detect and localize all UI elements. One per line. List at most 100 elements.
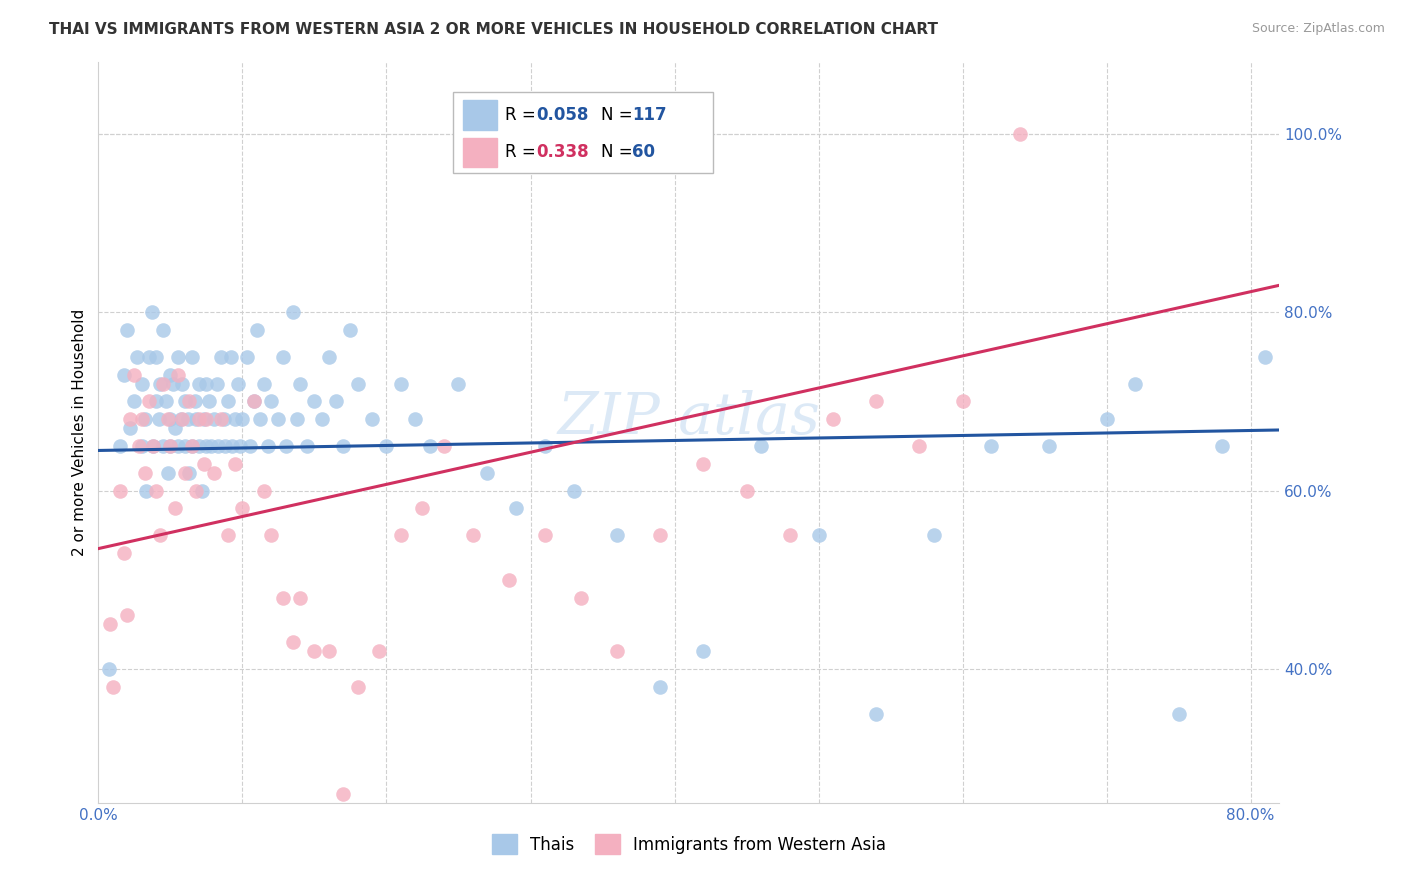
Text: 117: 117 [633, 106, 666, 124]
Point [156, 412, 179, 426]
Point [120, 421, 142, 435]
Point [318, 350, 340, 364]
Text: 60: 60 [633, 143, 655, 161]
Point [217, 528, 239, 542]
Point [692, 644, 714, 658]
Point [267, 412, 290, 426]
Text: 0.058: 0.058 [536, 106, 588, 124]
Point [865, 394, 887, 409]
Point [120, 412, 142, 426]
Point [184, 394, 207, 409]
Point [202, 466, 225, 480]
Point [173, 439, 195, 453]
Point [193, 412, 215, 426]
Point [498, 573, 520, 587]
Point [152, 323, 174, 337]
Point [404, 412, 426, 426]
Point [389, 528, 412, 542]
Point [170, 412, 193, 426]
Point [173, 466, 195, 480]
Point [219, 350, 242, 364]
Point [209, 350, 232, 364]
Point [131, 376, 153, 391]
Y-axis label: 2 or more Vehicles in Household: 2 or more Vehicles in Household [72, 309, 87, 557]
Point [217, 394, 239, 409]
Point [108, 483, 131, 498]
Point [97, 662, 120, 676]
Text: N =: N = [600, 143, 638, 161]
Point [318, 644, 340, 658]
Point [166, 439, 188, 453]
Point [361, 412, 384, 426]
Point [134, 466, 156, 480]
Text: 0.338: 0.338 [536, 143, 589, 161]
Text: R =: R = [505, 106, 541, 124]
Point [281, 305, 304, 319]
Point [124, 394, 146, 409]
Point [257, 439, 280, 453]
Point [922, 528, 945, 542]
Point [141, 305, 163, 319]
Point [212, 412, 235, 426]
Point [606, 644, 628, 658]
Point [101, 680, 124, 694]
Point [505, 501, 527, 516]
Point [134, 412, 156, 426]
Point [173, 394, 195, 409]
Point [188, 439, 211, 453]
Point [152, 439, 174, 453]
Point [285, 412, 308, 426]
Point [181, 350, 204, 364]
Legend: Thais, Immigrants from Western Asia: Thais, Immigrants from Western Asia [485, 828, 893, 861]
Point [145, 394, 167, 409]
Point [152, 376, 174, 391]
Point [193, 457, 215, 471]
Point [131, 439, 153, 453]
Point [138, 350, 160, 364]
Point [980, 439, 1002, 453]
Text: Source: ZipAtlas.com: Source: ZipAtlas.com [1251, 22, 1385, 36]
Point [135, 483, 157, 498]
Point [115, 608, 138, 623]
Point [389, 376, 412, 391]
Point [288, 591, 311, 605]
Point [170, 376, 193, 391]
Point [127, 350, 149, 364]
Point [149, 528, 172, 542]
Point [562, 483, 585, 498]
Point [1125, 376, 1147, 391]
Point [311, 412, 333, 426]
Bar [463, 137, 496, 167]
Point [325, 394, 347, 409]
Point [224, 412, 246, 426]
Point [145, 350, 167, 364]
Point [692, 457, 714, 471]
Point [569, 591, 592, 605]
Point [166, 368, 188, 382]
Point [181, 439, 204, 453]
Point [419, 439, 441, 453]
Point [908, 439, 931, 453]
Point [214, 439, 236, 453]
Point [159, 439, 181, 453]
Point [231, 501, 253, 516]
Point [288, 376, 311, 391]
Point [1010, 127, 1032, 141]
Point [534, 528, 557, 542]
FancyBboxPatch shape [453, 92, 713, 173]
Point [142, 439, 165, 453]
Point [433, 439, 456, 453]
Point [188, 412, 211, 426]
Point [1254, 350, 1277, 364]
Point [112, 368, 135, 382]
Point [239, 439, 262, 453]
Point [281, 635, 304, 649]
Point [209, 412, 232, 426]
Point [821, 412, 844, 426]
Point [368, 644, 391, 658]
Point [163, 421, 186, 435]
Text: R =: R = [505, 143, 541, 161]
Point [253, 376, 276, 391]
Point [163, 501, 186, 516]
Point [195, 439, 218, 453]
